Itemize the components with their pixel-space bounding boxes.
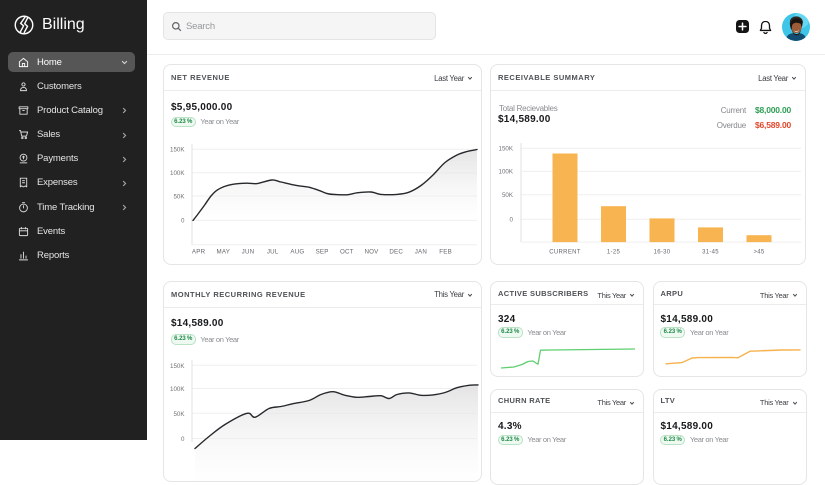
svg-text:100K: 100K (170, 170, 185, 177)
svg-text:100K: 100K (170, 386, 185, 393)
svg-text:31-45: 31-45 (702, 250, 719, 256)
svg-text:APR: APR (192, 249, 206, 256)
svg-text:MAY: MAY (217, 249, 231, 256)
svg-text:JUN: JUN (242, 249, 255, 256)
svg-text:JAN: JAN (415, 249, 427, 256)
svg-text:100K: 100K (499, 169, 514, 176)
svg-text:0: 0 (510, 217, 514, 224)
svg-text:>45: >45 (753, 250, 764, 256)
svg-text:CURRENT: CURRENT (549, 250, 580, 256)
svg-text:150K: 150K (170, 362, 185, 369)
svg-text:150K: 150K (499, 146, 514, 153)
svg-text:1-25: 1-25 (607, 250, 621, 256)
svg-text:16-30: 16-30 (654, 250, 671, 256)
svg-text:OCT: OCT (340, 249, 354, 256)
svg-text:JUL: JUL (267, 249, 279, 256)
svg-text:DEC: DEC (389, 249, 403, 256)
svg-text:50K: 50K (173, 193, 185, 200)
svg-text:NOV: NOV (364, 249, 379, 256)
svg-text:150K: 150K (170, 147, 185, 154)
svg-text:SEP: SEP (316, 249, 329, 256)
svg-text:50K: 50K (502, 192, 514, 199)
svg-text:AUG: AUG (290, 249, 304, 256)
svg-text:0: 0 (181, 218, 185, 225)
svg-text:50K: 50K (173, 410, 185, 417)
svg-text:FEB: FEB (439, 249, 452, 256)
svg-text:0: 0 (181, 436, 185, 443)
